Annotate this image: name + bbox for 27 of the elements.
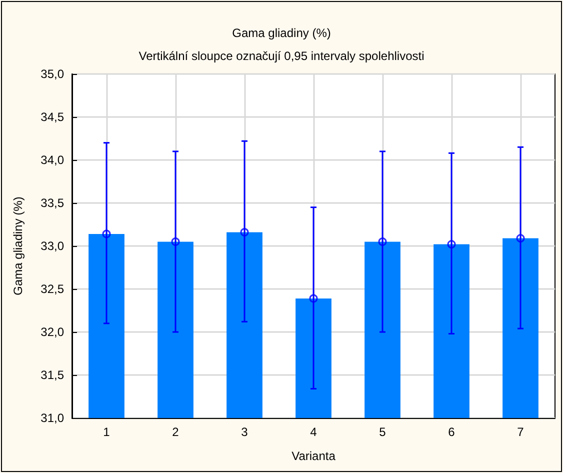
chart-subtitle: Vertikální sloupce označují 0,95 intervaly spolehlivosti (138, 49, 424, 63)
point (516, 234, 525, 243)
x-axis-title: Varianta (292, 449, 336, 463)
y-tick-label: 34,0 (40, 153, 64, 167)
point (447, 240, 456, 249)
x-tick-label: 7 (517, 425, 524, 439)
x-tick-label: 6 (448, 425, 456, 439)
x-tick-label: 2 (172, 425, 180, 439)
x-tick-label: 3 (241, 425, 248, 439)
y-tick-label: 33,5 (40, 196, 64, 210)
point (240, 228, 249, 236)
y-axis-title: Gama gliadiny (%) (11, 196, 25, 296)
point (309, 294, 318, 303)
y-tick-label: 34,5 (40, 110, 64, 124)
y-tick-label: 32,5 (40, 282, 64, 296)
x-tick-label: 5 (379, 425, 386, 439)
x-tick-label: 1 (103, 425, 110, 439)
y-tick-label: 31,0 (40, 411, 64, 425)
y-tick-label: 35,0 (40, 67, 64, 81)
chart-title: Gama gliadiny (%) (232, 26, 331, 40)
y-tick-label: 32,0 (40, 325, 64, 339)
x-tick-label: 4 (310, 425, 318, 439)
point (378, 237, 387, 246)
y-tick-label: 31,5 (40, 368, 64, 382)
point (102, 230, 111, 238)
point (171, 237, 180, 246)
y-tick-label: 33,0 (40, 239, 64, 253)
